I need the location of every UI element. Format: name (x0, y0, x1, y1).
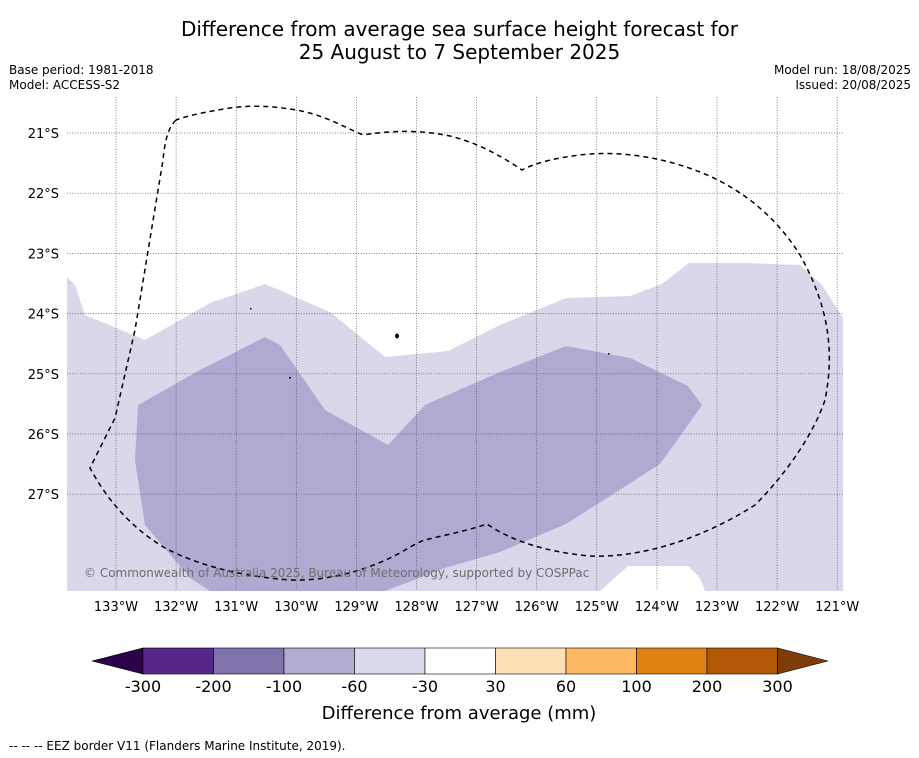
longitude-label: 127°W (455, 600, 499, 615)
colorbar-over-arrow (777, 647, 829, 675)
meta-right: Model run: 18/08/2025 Issued: 20/08/2025 (774, 63, 911, 93)
model-text: Model: ACCESS-S2 (9, 78, 121, 92)
longitude-label: 132°W (154, 600, 198, 615)
copyright-text: © Commonwealth of Australia 2025, Bureau… (84, 566, 589, 580)
longitude-label: 124°W (635, 600, 679, 615)
longitude-label: 121°W (815, 600, 859, 615)
colorbar-tick-label: 100 (621, 677, 652, 696)
map-plot-area (67, 263, 843, 591)
colorbar-segment (706, 647, 778, 675)
colorbar-tick-label: -300 (125, 677, 161, 696)
colorbar-tick-label: 200 (692, 677, 723, 696)
colorbar-tick-label: -60 (341, 677, 367, 696)
islands (250, 308, 610, 379)
longitude-label: 129°W (334, 600, 378, 615)
meta-left: Base period: 1981-2018 Model: ACCESS-S2 (9, 63, 154, 93)
issued-text: Issued: 20/08/2025 (795, 78, 911, 92)
latitude-label: 23°S (28, 247, 59, 262)
colorbar-tick-label: 30 (485, 677, 505, 696)
longitude-label: 130°W (274, 600, 318, 615)
colorbar: -300 -200 -100 -60 -30 30 60 100 200 300 (91, 647, 829, 696)
longitude-label: 122°W (755, 600, 799, 615)
colorbar-tick-label: -30 (412, 677, 438, 696)
colorbar-tick-label: 60 (556, 677, 576, 696)
colorbar-segment (565, 647, 637, 675)
colorbar-segment (424, 647, 496, 675)
title-line-1: Difference from average sea surface heig… (180, 17, 739, 41)
eez-footnote: -- -- -- EEZ border V11 (Flanders Marine… (9, 739, 346, 753)
anomaly-region-medium (135, 337, 702, 591)
longitude-labels: 133°W 132°W 131°W 130°W 129°W 128°W 127°W 126°W… (94, 600, 860, 615)
longitude-label: 125°W (575, 600, 619, 615)
latitude-label: 24°S (28, 308, 59, 323)
longitude-label: 123°W (695, 600, 739, 615)
latitude-label: 21°S (28, 127, 59, 142)
colorbar-tick-label: -200 (195, 677, 231, 696)
longitude-label: 131°W (214, 600, 258, 615)
colorbar-under-arrow (91, 647, 144, 675)
chart-title: Difference from average sea surface heig… (0, 18, 919, 64)
longitude-label: 133°W (94, 600, 138, 615)
base-period-text: Base period: 1981-2018 (9, 63, 154, 77)
title-line-2: 25 August to 7 September 2025 (298, 40, 621, 64)
colorbar-segment (636, 647, 708, 675)
colorbar-segment (354, 647, 426, 675)
gridlines (67, 97, 843, 591)
latitude-label: 25°S (28, 368, 59, 383)
colorbar-label: Difference from average (mm) (322, 703, 597, 724)
colorbar-tick-label: 300 (762, 677, 793, 696)
latitude-label: 22°S (28, 187, 59, 202)
colorbar-segment (283, 647, 355, 675)
latitude-label: 26°S (28, 428, 59, 443)
colorbar-segment (213, 647, 285, 675)
colorbar-tick-label: -100 (266, 677, 302, 696)
latitude-label: 27°S (28, 488, 59, 503)
model-run-text: Model run: 18/08/2025 (773, 63, 911, 77)
latitude-labels: 21°S 22°S 23°S 24°S 25°S 26°S 27°S (28, 127, 59, 503)
colorbar-segment (495, 647, 567, 675)
colorbar-segment (142, 647, 214, 675)
longitude-label: 126°W (515, 600, 559, 615)
longitude-label: 128°W (394, 600, 438, 615)
